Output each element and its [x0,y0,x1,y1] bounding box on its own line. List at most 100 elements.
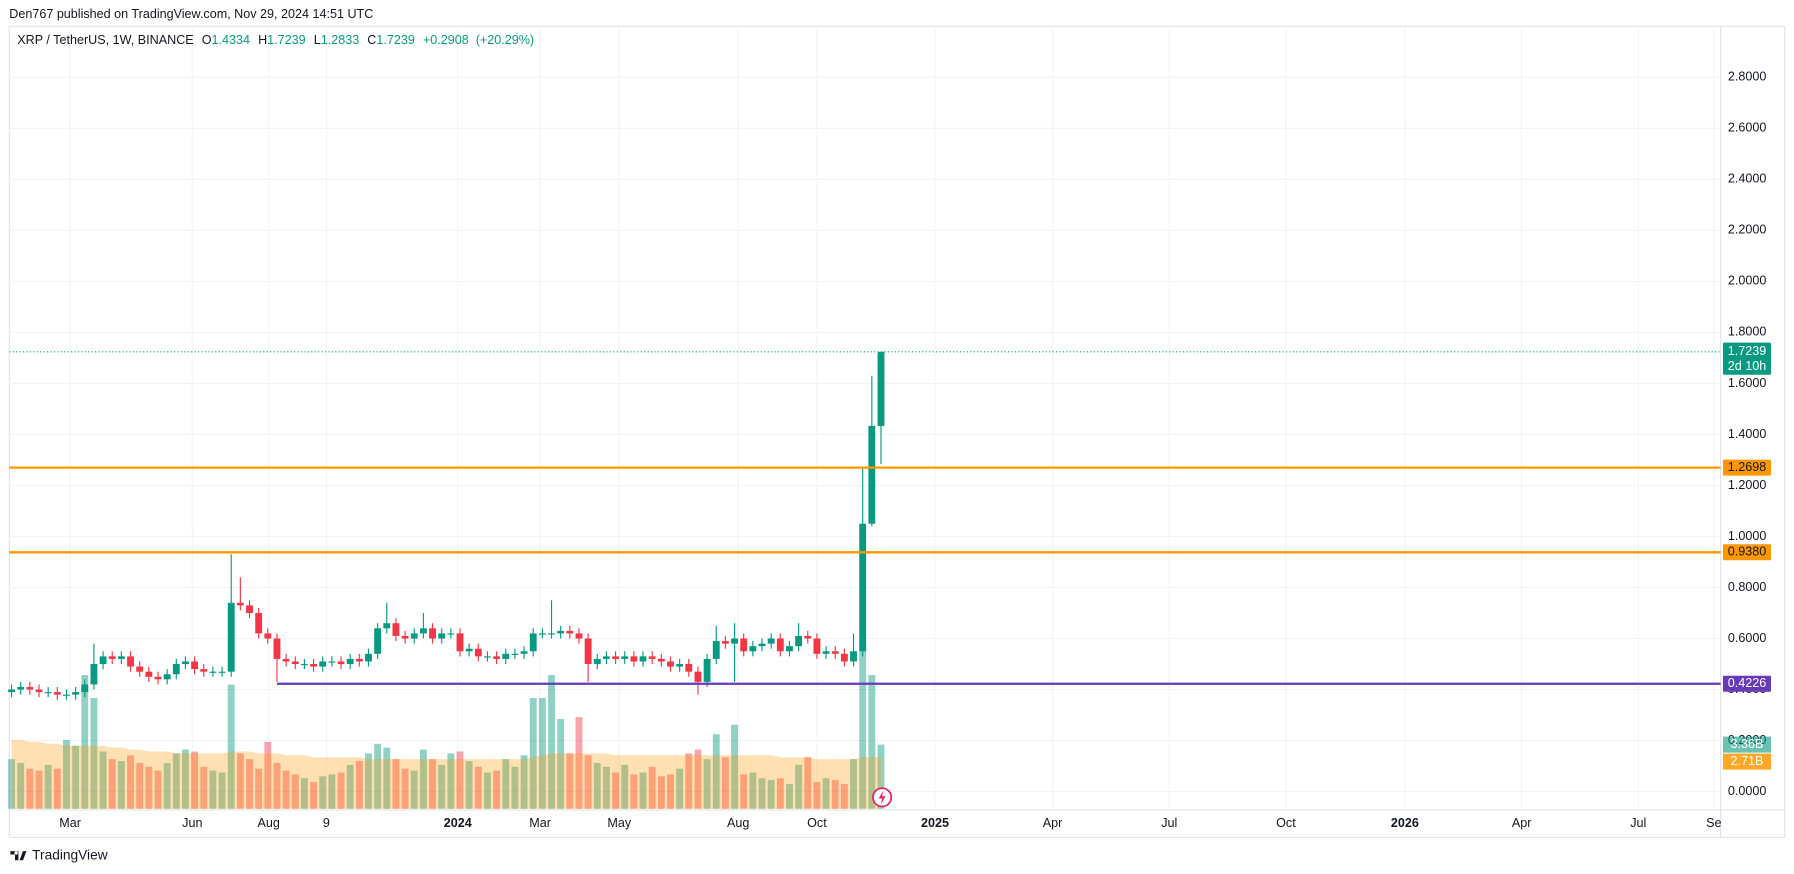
volume-bar [365,753,372,809]
ohlc-h-value: 1.7239 [267,34,305,48]
candle-body [392,623,400,636]
symbol: XRP / TetherUS, 1W, BINANCE [17,34,193,48]
volume-bar [694,749,702,809]
candle-body [804,635,812,639]
candle-body [264,633,272,639]
candle-body [840,653,848,662]
volume-bar [813,782,821,809]
logo-mark [10,851,27,861]
volume-bar [548,675,555,809]
candle-body [612,656,620,659]
volume-bar [227,684,235,809]
candle-body [246,605,253,614]
x-tick-label: 9 [323,816,330,830]
candle-body [511,653,519,655]
candle-body [26,686,34,690]
volume-bar [117,761,125,809]
candle-body [282,658,290,662]
volume-bar [172,753,180,809]
volume-bar [264,741,272,809]
candle-body [365,653,372,662]
candle-body [813,638,821,654]
candle-body [17,686,25,690]
volume-bar [200,766,208,809]
volume-bar [822,778,830,809]
candle-body [538,633,546,635]
x-tick-label: Apr [1512,816,1532,830]
volume-bar [474,766,482,809]
volume-bar [182,749,189,809]
candle-body [255,613,263,634]
x-tick-label: Mar [529,816,551,830]
candle-body [236,602,244,606]
candle-body [767,638,775,644]
candle-body [474,648,482,657]
candle-body [53,692,61,695]
volume-bar [575,717,583,809]
candle-body [337,661,345,665]
level-label: 0.4226 [1728,676,1766,690]
volume-bar [44,764,52,809]
level-badge [1722,675,1771,692]
candle-body [685,664,693,672]
volume-bar [26,768,34,809]
candle-body [355,658,363,662]
y-tick-label: 2.4000 [1728,172,1766,186]
volume-bar [410,770,418,809]
volume-bar [657,776,665,809]
volume-bar [419,749,427,809]
candle-body [108,656,116,659]
icon-bolt [878,790,886,805]
volume-bar [273,762,281,809]
volume-bar [374,743,382,809]
volume-bar [383,747,391,809]
candle-body [795,635,803,647]
candle-body [127,656,134,667]
y-tick-label: 2.6000 [1728,121,1766,135]
volume-bar [392,759,400,809]
ohlc-h: H [258,34,267,48]
candle-body [776,638,784,652]
candle-body [35,689,43,693]
publish-header: Den767 published on TradingView.com, Nov… [9,7,373,21]
volume-bar [8,759,15,809]
volume-bar [429,759,436,809]
level-label: 1.2698 [1728,460,1766,474]
candle-body [319,661,327,667]
candle-body [740,638,748,652]
x-tick-label: Apr [1043,816,1063,830]
volume-bar [465,761,473,809]
x-tick-label: Se [1706,816,1721,830]
volume-bar [127,755,134,809]
volume-bar [209,770,217,809]
volume-bar [538,697,546,809]
volume-bar [53,768,61,809]
y-tick-label: 0.6000 [1728,631,1766,645]
candle-body [346,658,354,665]
candle-body [465,648,473,652]
level-label: 0.9380 [1728,545,1766,559]
volume-bar [795,764,803,809]
candle-body [676,664,684,667]
volume-bar [776,778,784,809]
volume-bar [621,764,629,809]
volume-bar [163,762,171,809]
candle-body [90,664,98,685]
candle-body [657,658,665,662]
y-tick-label: 2.8000 [1728,70,1766,84]
x-tick-label: 2024 [444,816,472,830]
candle-body [63,694,70,696]
volume-bar [749,772,757,809]
volume-bar [520,755,528,809]
candle-body [667,661,674,667]
candle-body [721,641,729,644]
volume-bar [291,774,299,809]
volume-bar [676,768,684,809]
candle-body [602,656,610,659]
countdown-label: 2d 10h [1728,359,1766,373]
volume-bar [493,770,501,809]
x-tick-label: Aug [727,816,749,830]
candle-body [557,630,565,634]
volume-bar [712,734,720,809]
volume-bar [282,770,290,809]
